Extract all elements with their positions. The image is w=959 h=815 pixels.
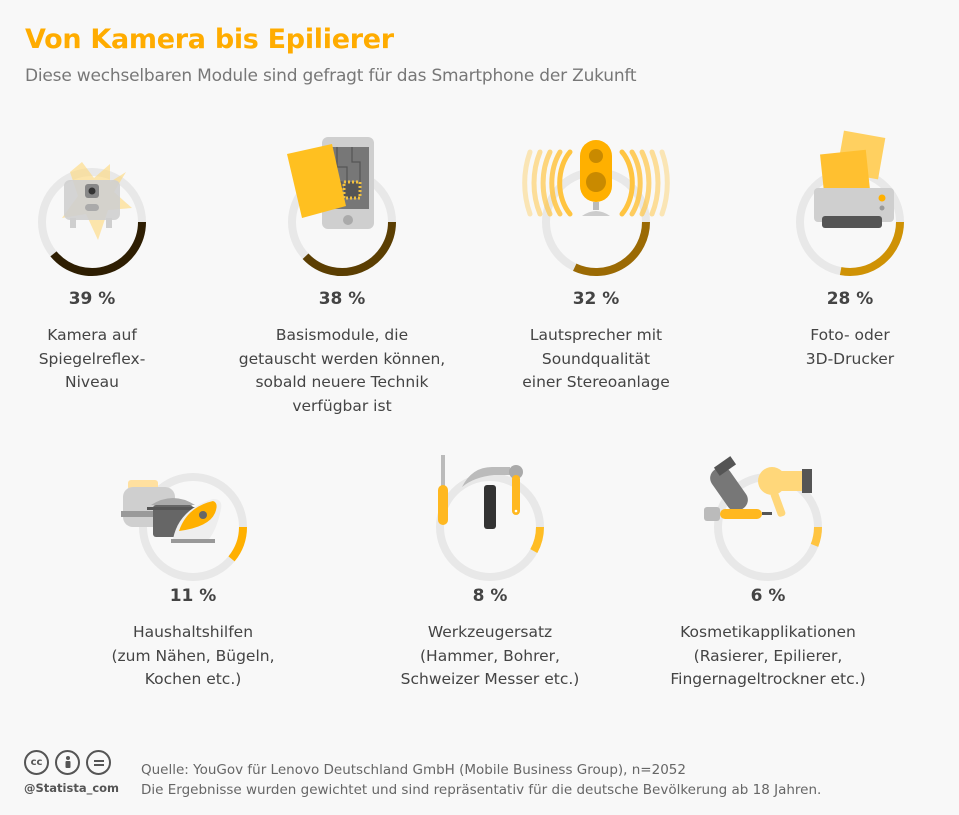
household-icon	[121, 480, 222, 543]
page-title: Von Kamera bis Epilierer	[25, 24, 394, 55]
ring-value-arc	[228, 526, 247, 562]
ring-7	[704, 456, 822, 581]
chart-item: 11 % Haushaltshilfen (zum Nähen, Bügeln, …	[83, 586, 303, 692]
smartphone-chip-icon	[287, 137, 374, 229]
category-label: Lautsprecher mit Soundqualität einer Ste…	[522, 326, 670, 391]
no-derivatives-icon	[86, 750, 111, 775]
chart-item: 8 % Werkzeugersatz (Hammer, Bohrer, Schwe…	[380, 586, 600, 692]
ring-4	[796, 130, 904, 276]
ring-6	[436, 455, 544, 581]
source-text: Quelle: YouGov für Lenovo Deutschland Gm…	[141, 762, 686, 778]
value-label: 6 %	[750, 586, 786, 606]
category-label: Foto- oder 3D-Drucker	[805, 326, 895, 368]
source-note: Quelle: YouGov für Lenovo Deutschland Gm…	[141, 760, 821, 800]
ring-value-arc	[530, 526, 544, 554]
value-label: 28 %	[826, 289, 874, 309]
category-label: Kosmetikapplikationen (Rasierer, Epilier…	[670, 623, 866, 688]
category-label: Basismodule, die getauscht werden können…	[238, 326, 446, 415]
page-subtitle: Diese wechselbaren Module sind gefragt f…	[25, 66, 637, 86]
value-label: 38 %	[318, 289, 366, 309]
category-label: Kamera auf Spiegelreflex- Niveau	[38, 326, 146, 391]
ring-2	[287, 137, 396, 276]
ring-value-arc	[810, 526, 822, 547]
chart-item: 28 % Foto- oder 3D-Drucker	[740, 289, 959, 371]
chart-item: 39 % Kamera auf Spiegelreflex- Niveau	[0, 289, 202, 395]
value-label: 39 %	[68, 289, 116, 309]
printer-icon	[814, 130, 894, 228]
ring-1	[38, 162, 146, 276]
chart-item: 6 % Kosmetikapplikationen (Rasierer, Epil…	[658, 586, 878, 692]
ring-3	[522, 140, 670, 276]
value-label: 8 %	[472, 586, 508, 606]
ring-value-arc	[839, 221, 904, 276]
category-label: Haushaltshilfen (zum Nähen, Bügeln, Koch…	[111, 623, 275, 688]
attribution-icon	[55, 750, 80, 775]
chart-item: 32 % Lautsprecher mit Soundqualität einer…	[486, 289, 706, 395]
cc-icon: cc	[24, 750, 49, 775]
ring-value-arc	[50, 221, 146, 276]
camera-icon	[62, 162, 132, 240]
license-icons: cc	[24, 750, 111, 775]
speaker-icon	[522, 140, 670, 217]
cosmetics-icon	[704, 456, 812, 521]
value-label: 32 %	[572, 289, 620, 309]
chart-item: 38 % Basismodule, die getauscht werden kö…	[232, 289, 452, 418]
ring-value-arc	[302, 221, 396, 276]
value-label: 11 %	[169, 586, 217, 606]
weighting-note: Die Ergebnisse wurden gewichtet und sind…	[141, 782, 822, 798]
ring-5	[121, 473, 247, 581]
ring-value-arc	[573, 221, 650, 276]
category-label: Werkzeugersatz (Hammer, Bohrer, Schweize…	[400, 623, 580, 688]
tools-icon	[438, 455, 523, 529]
statista-handle[interactable]: @Statista_com	[24, 781, 120, 795]
